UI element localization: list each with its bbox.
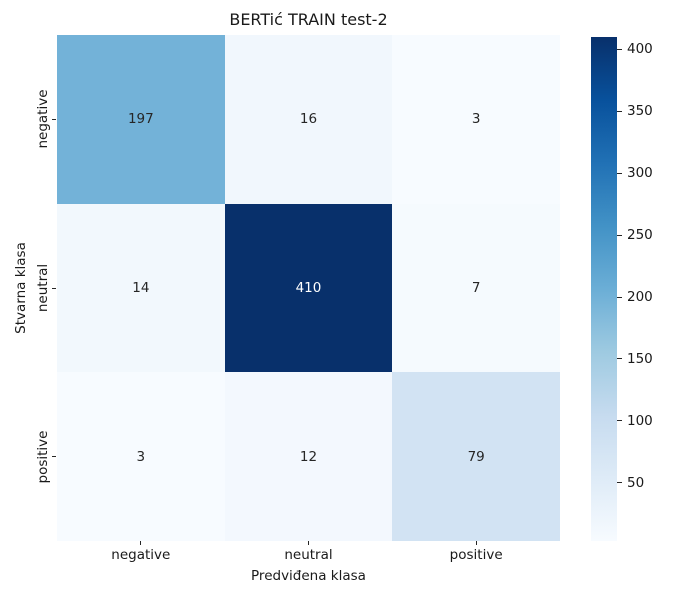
heatmap-cell-negative-negative: 197 <box>57 35 225 204</box>
cell-value: 197 <box>127 111 154 128</box>
cell-value: 7 <box>471 279 481 296</box>
colorbar-tick-label-350: 350 <box>627 103 653 120</box>
x-tick-mark <box>140 541 142 545</box>
colorbar-tick-label-300: 300 <box>627 165 653 182</box>
cell-value: 3 <box>471 111 481 128</box>
heatmap: 197 16 3 14 410 7 3 12 79 <box>57 35 560 541</box>
x-tick-label-negative: negative <box>111 547 171 563</box>
colorbar-tick-mark <box>617 296 622 298</box>
colorbar-tick-mark <box>617 110 622 112</box>
y-tick-label-negative: negative <box>35 89 51 149</box>
colorbar-tick-mark <box>617 482 622 484</box>
cell-value: 410 <box>295 279 322 296</box>
y-tick-mark <box>52 456 56 458</box>
y-tick-mark <box>52 287 56 289</box>
cell-value: 79 <box>467 448 485 465</box>
y-tick-label-positive: positive <box>35 430 51 484</box>
x-tick-mark <box>475 541 477 545</box>
y-tick-mark <box>52 118 56 120</box>
x-tick-label-neutral: neutral <box>284 547 333 563</box>
y-tick-label-neutral: neutral <box>35 263 51 313</box>
colorbar <box>591 37 617 541</box>
heatmap-cell-positive-negative: 3 <box>57 372 225 541</box>
colorbar-tick-label-200: 200 <box>627 289 653 306</box>
heatmap-cell-negative-neutral: 16 <box>224 35 393 204</box>
chart-title: BERTić TRAIN test-2 <box>229 10 388 29</box>
colorbar-tick-mark <box>617 172 622 174</box>
cell-value: 12 <box>299 448 318 465</box>
x-tick-label-positive: positive <box>449 547 503 563</box>
heatmap-cell-neutral-neutral: 410 <box>224 203 393 373</box>
heatmap-cell-negative-positive: 3 <box>392 35 560 204</box>
heatmap-cell-neutral-negative: 14 <box>57 203 225 373</box>
colorbar-tick-label-50: 50 <box>627 474 645 491</box>
colorbar-tick-mark <box>617 358 622 360</box>
colorbar-tick-label-400: 400 <box>627 41 653 58</box>
cell-value: 14 <box>132 279 150 296</box>
cell-value: 3 <box>136 448 146 465</box>
heatmap-cell-positive-positive: 79 <box>392 372 560 541</box>
heatmap-cell-neutral-positive: 7 <box>392 203 560 373</box>
heatmap-cell-positive-neutral: 12 <box>224 372 393 541</box>
colorbar-tick-label-100: 100 <box>627 412 653 429</box>
colorbar-tick-mark <box>617 48 622 50</box>
x-axis-label: Predviđena klasa <box>251 568 366 584</box>
cell-value: 16 <box>299 111 318 128</box>
y-axis-label: Stvarna klasa <box>13 242 29 334</box>
colorbar-tick-label-250: 250 <box>627 227 653 244</box>
x-tick-mark <box>308 541 309 545</box>
colorbar-tick-label-150: 150 <box>627 350 653 367</box>
colorbar-tick-mark <box>617 420 622 422</box>
colorbar-tick-mark <box>617 234 622 236</box>
